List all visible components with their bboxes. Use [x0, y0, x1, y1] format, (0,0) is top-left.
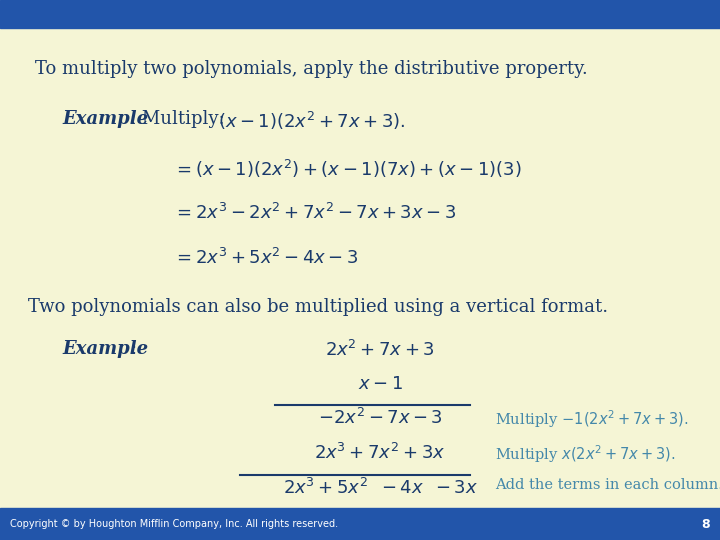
Bar [0, 0, 720, 28]
Bar [0, 508, 720, 540]
Text: $2x^2 + 7x + 3$: $2x^2 + 7x + 3$ [325, 340, 435, 360]
Text: Example: Example [62, 340, 148, 358]
Text: 8: 8 [701, 517, 710, 530]
Text: Example: Example [62, 110, 148, 128]
Text: $(x - 1)(2x^2 + 7x + 3).$: $(x - 1)(2x^2 + 7x + 3).$ [218, 110, 405, 132]
Text: : Multiply:: : Multiply: [130, 110, 230, 128]
Text: $2x^3 + 5x^2 \;\; - 4x \;\; - 3x$: $2x^3 + 5x^2 \;\; - 4x \;\; - 3x$ [282, 478, 477, 498]
Text: $2x^3 + 7x^2 + 3x$: $2x^3 + 7x^2 + 3x$ [315, 443, 446, 463]
Text: Add the terms in each column.: Add the terms in each column. [495, 478, 720, 492]
Text: $= (x - 1)(2x^2) + (x - 1)(7x) + (x - 1)(3)$: $= (x - 1)(2x^2) + (x - 1)(7x) + (x - 1)… [173, 158, 521, 180]
Text: $x - 1$: $x - 1$ [358, 375, 402, 393]
Text: $= 2x^3 + 5x^2 - 4x - 3$: $= 2x^3 + 5x^2 - 4x - 3$ [173, 248, 359, 268]
Text: Multiply $-1(2x^2 + 7x + 3).$: Multiply $-1(2x^2 + 7x + 3).$ [495, 408, 688, 430]
Text: $= 2x^3 - 2x^2 + 7x^2 - 7x + 3x - 3$: $= 2x^3 - 2x^2 + 7x^2 - 7x + 3x - 3$ [173, 203, 456, 223]
Text: Two polynomials can also be multiplied using a vertical format.: Two polynomials can also be multiplied u… [28, 298, 608, 316]
Text: :: : [130, 340, 136, 358]
Text: To multiply two polynomials, apply the distributive property.: To multiply two polynomials, apply the d… [35, 60, 588, 78]
Text: Multiply $x(2x^2 + 7x + 3).$: Multiply $x(2x^2 + 7x + 3).$ [495, 443, 675, 465]
Text: $-2x^2 - 7x - 3$: $-2x^2 - 7x - 3$ [318, 408, 442, 428]
Text: Copyright © by Houghton Mifflin Company, Inc. All rights reserved.: Copyright © by Houghton Mifflin Company,… [10, 519, 338, 529]
